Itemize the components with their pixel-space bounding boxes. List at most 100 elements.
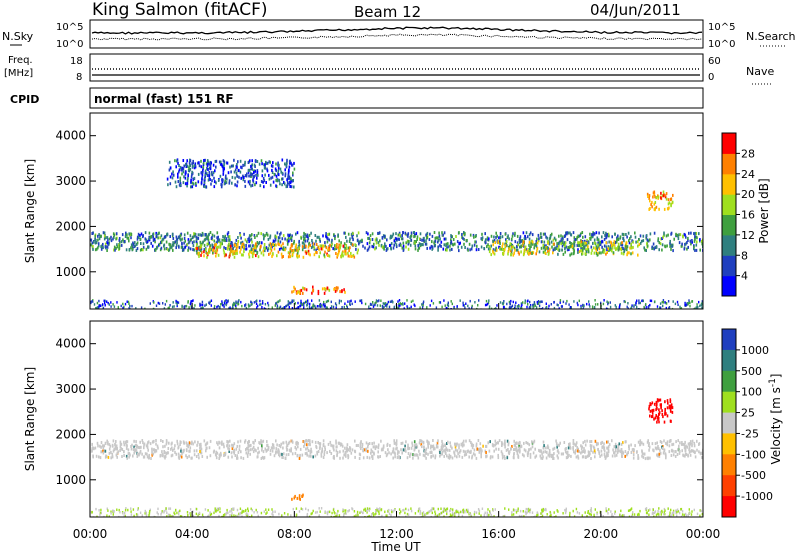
- ground-scatter-cell: [465, 302, 467, 305]
- data-cell: [125, 441, 127, 445]
- data-cell: [517, 442, 520, 446]
- data-cell: [566, 456, 568, 459]
- data-cell: [628, 447, 630, 451]
- data-cell: [254, 439, 256, 443]
- ground-scatter-cell: [120, 304, 122, 308]
- nsky-label: N.Sky: [2, 30, 34, 43]
- data-cell: [146, 442, 149, 446]
- data-cell: [230, 247, 233, 251]
- data-cell: [564, 247, 566, 251]
- ground-scatter-cell: [165, 509, 167, 512]
- ground-scatter-cell: [345, 512, 347, 515]
- data-cell: [161, 450, 163, 454]
- data-cell: [272, 180, 275, 184]
- data-cell: [530, 447, 532, 451]
- ground-scatter-cell: [364, 509, 367, 512]
- data-cell: [528, 251, 530, 255]
- data-cell: [407, 247, 410, 251]
- data-cell: [560, 242, 562, 246]
- colorbar-tick-label: 4: [741, 270, 748, 283]
- data-cell: [507, 448, 509, 451]
- ground-scatter-cell: [562, 512, 564, 515]
- data-cell: [395, 243, 398, 247]
- data-cell: [661, 194, 664, 198]
- ground-scatter-cell: [207, 509, 209, 512]
- data-cell: [274, 234, 277, 238]
- data-cell: [256, 169, 259, 173]
- data-cell: [197, 172, 200, 176]
- ground-scatter-cell: [343, 514, 345, 517]
- data-cell: [493, 449, 495, 453]
- data-cell: [220, 160, 222, 164]
- data-cell: [221, 178, 223, 182]
- data-cell: [271, 164, 274, 168]
- data-cell: [152, 452, 154, 456]
- data-cell: [694, 231, 697, 235]
- data-cell: [202, 169, 204, 173]
- data-cell: [114, 248, 116, 252]
- ground-scatter-cell: [241, 515, 243, 517]
- ground-scatter-cell: [361, 301, 363, 305]
- data-cell: [233, 451, 235, 455]
- data-cell: [566, 238, 569, 242]
- data-cell: [284, 172, 287, 176]
- data-cell: [245, 451, 248, 455]
- data-cell: [593, 251, 596, 255]
- data-cell: [551, 245, 553, 249]
- data-cell: [512, 232, 514, 236]
- ground-scatter-cell: [403, 307, 405, 309]
- ground-scatter-cell: [653, 515, 655, 517]
- data-cell: [506, 439, 509, 443]
- data-cell: [524, 245, 527, 249]
- data-cell: [90, 238, 93, 242]
- data-cell: [413, 231, 415, 234]
- ground-scatter-cell: [522, 510, 524, 513]
- data-cell: [392, 246, 395, 250]
- data-cell: [222, 166, 224, 170]
- data-cell: [296, 290, 299, 294]
- data-cell: [160, 439, 162, 442]
- data-cell: [672, 442, 675, 446]
- data-cell: [442, 233, 444, 237]
- data-cell: [664, 412, 666, 416]
- data-cell: [280, 170, 282, 174]
- ground-scatter-cell: [297, 301, 299, 305]
- data-cell: [295, 447, 298, 451]
- data-cell: [476, 244, 478, 248]
- ground-scatter-cell: [124, 511, 126, 515]
- ground-scatter-cell: [664, 512, 666, 516]
- ground-scatter-cell: [649, 508, 651, 511]
- data-cell: [323, 255, 326, 259]
- ground-scatter-cell: [656, 305, 659, 308]
- data-cell: [225, 237, 228, 241]
- data-cell: [270, 176, 272, 180]
- ground-scatter-cell: [669, 514, 671, 517]
- data-cell: [304, 442, 306, 446]
- ground-scatter-cell: [488, 299, 490, 302]
- ground-scatter-cell: [225, 303, 227, 307]
- data-cell: [605, 236, 607, 240]
- data-cell: [256, 241, 259, 244]
- data-cell: [685, 235, 687, 239]
- data-cell: [344, 446, 346, 450]
- data-cell: [463, 242, 465, 246]
- data-cell: [393, 441, 396, 445]
- ground-scatter-cell: [635, 301, 637, 305]
- data-cell: [513, 439, 515, 443]
- data-cell: [649, 456, 651, 460]
- data-cell: [606, 451, 608, 455]
- data-cell: [365, 441, 368, 445]
- ground-scatter-cell: [422, 300, 425, 303]
- ground-scatter-cell: [250, 300, 252, 304]
- data-cell: [492, 243, 494, 247]
- data-cell: [321, 447, 323, 451]
- data-cell: [553, 242, 555, 246]
- data-cell: [654, 208, 656, 212]
- data-cell: [187, 248, 189, 252]
- data-cell: [228, 447, 230, 451]
- data-cell: [490, 234, 493, 238]
- ground-scatter-cell: [145, 511, 147, 514]
- ground-scatter-cell: [326, 511, 328, 514]
- data-cell: [239, 233, 242, 237]
- data-cell: [583, 447, 585, 451]
